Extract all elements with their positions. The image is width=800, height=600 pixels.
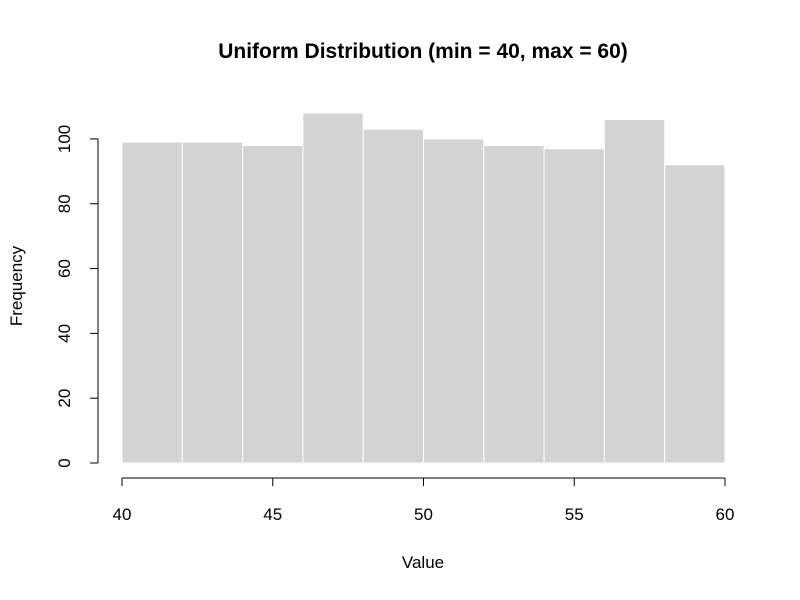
x-tick-label: 40: [113, 505, 132, 524]
y-tick-label: 60: [55, 259, 74, 278]
x-tick-label: 60: [716, 505, 735, 524]
histogram-bar: [181, 141, 244, 464]
x-axis-label: Value: [402, 553, 444, 572]
x-axis: 40 45 50 55 60: [113, 477, 735, 524]
histogram-bar: [302, 112, 364, 464]
chart-title: Uniform Distribution (min = 40, max = 60…: [218, 40, 628, 63]
x-tick-label: 55: [565, 505, 584, 524]
y-axis-label: Frequency: [7, 245, 26, 326]
x-tick-label: 45: [263, 505, 282, 524]
histogram-bar: [423, 138, 485, 464]
y-tick-label: 20: [55, 389, 74, 408]
bars-group: [121, 112, 726, 464]
x-tick-label: 50: [414, 505, 433, 524]
histogram-bar: [362, 128, 425, 464]
y-tick-label: 80: [55, 194, 74, 213]
histogram-bar: [121, 141, 183, 464]
y-tick-label: 100: [55, 125, 74, 153]
histogram-bar: [242, 144, 304, 464]
histogram-bar: [664, 164, 726, 464]
histogram-bar: [543, 148, 605, 464]
y-tick-label: 0: [55, 458, 74, 467]
y-tick-label: 40: [55, 324, 74, 343]
y-axis: 0 20 40 60 80 100: [55, 125, 99, 468]
histogram-bar: [483, 144, 545, 464]
histogram-bar: [603, 118, 666, 464]
